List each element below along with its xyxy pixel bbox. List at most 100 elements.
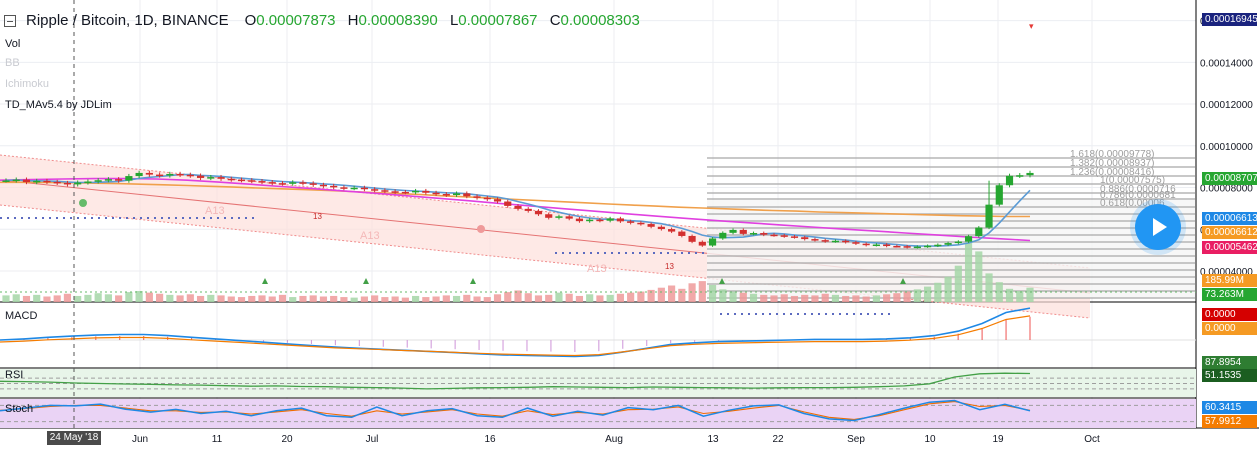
open-label: O: [244, 12, 257, 29]
volume-bar-9: [94, 293, 102, 302]
volume-bar-11: [115, 295, 123, 302]
collapse-icon[interactable]: [4, 14, 16, 27]
volume-bar-1: [12, 294, 20, 302]
candle-body-61: [627, 221, 635, 223]
price-axis-label-6: 0.00004000: [1200, 267, 1253, 278]
candle-body-93: [954, 241, 962, 244]
moving-average-0: [0, 181, 1030, 218]
fib-label-2: 1.236(0.00008416): [1070, 167, 1155, 178]
volume-bar-29: [299, 295, 307, 302]
volume-bar-40: [412, 295, 420, 302]
fib-label-6: 0.618(0.00006: [1100, 198, 1165, 209]
volume-bar-38: [391, 296, 399, 302]
volume-bar-17: [176, 295, 184, 302]
stoch-k-line: [0, 399, 1031, 422]
candle-body-37: [381, 190, 389, 192]
volume-bar-14: [145, 292, 153, 302]
indicator-bb[interactable]: BB: [5, 57, 20, 69]
candle-body-63: [647, 224, 655, 227]
volume-bar-15: [156, 293, 164, 302]
stoch-label[interactable]: Stoch: [5, 403, 34, 415]
candle-body-85: [872, 244, 880, 247]
buy-triangle-0: [262, 278, 268, 284]
volume-bar-81: [831, 294, 840, 302]
time-axis-label-0: Jun: [132, 434, 148, 445]
candle-body-21: [217, 177, 225, 179]
candle-body-70: [719, 232, 727, 239]
candle-body-91: [934, 244, 942, 247]
volume-bar-42: [432, 296, 440, 302]
volume-bar-48: [493, 294, 502, 302]
play-button[interactable]: [1135, 204, 1181, 250]
candle-body-97: [995, 185, 1003, 205]
volume-bar-73: [749, 293, 758, 302]
macd-line: [0, 307, 1031, 358]
indicator-td-ma[interactable]: TD_MAv5.4 by JDLim: [5, 99, 112, 111]
volume-bar-60: [616, 293, 624, 302]
candle-body-62: [637, 222, 645, 225]
candle-body-46: [473, 196, 481, 198]
volume-bar-98: [1005, 288, 1014, 302]
volume-bar-86: [883, 294, 891, 302]
candle-body-96: [985, 204, 993, 228]
volume-bar-58: [596, 295, 604, 302]
candle-body-52: [534, 210, 543, 215]
candle-body-95: [975, 227, 983, 237]
candle-body-72: [739, 229, 747, 234]
candle-body-88: [903, 246, 911, 248]
volume-bar-3: [33, 294, 41, 302]
candle-body-3: [33, 180, 41, 183]
candle-body-49: [504, 201, 512, 206]
volume-bar-39: [401, 297, 409, 302]
macd-label[interactable]: MACD: [5, 310, 38, 322]
volume-bar-12: [125, 292, 133, 302]
indicator-vol[interactable]: Vol: [5, 38, 21, 50]
volume-tag-orange: 185.99M: [1202, 274, 1257, 287]
volume-bar-0: [2, 295, 10, 302]
volume-bar-100: [1026, 287, 1034, 302]
volume-bar-36: [371, 295, 379, 302]
candle-body-84: [862, 243, 870, 246]
symbol-title[interactable]: Ripple / Bitcoin, 1D, BINANCE: [26, 12, 229, 29]
volume-bar-70: [719, 289, 727, 302]
candle-body-8: [84, 181, 92, 183]
volume-bar-67: [688, 283, 696, 302]
candle-body-56: [575, 218, 584, 222]
volume-bar-97: [995, 282, 1003, 302]
volume-bar-18: [186, 294, 194, 302]
candle-body-35: [360, 187, 368, 190]
candle-body-74: [760, 233, 768, 235]
candle-body-92: [944, 243, 952, 245]
rsi-label[interactable]: RSI: [5, 369, 24, 381]
time-axis-label-7: 22: [772, 434, 784, 445]
candle-body-100: [1026, 172, 1034, 176]
volume-bar-8: [84, 294, 92, 302]
stoch-tag-blue: 60.3415: [1202, 401, 1257, 414]
volume-bar-10: [104, 294, 112, 302]
volume-bar-5: [53, 295, 61, 302]
indicator-ichimoku[interactable]: Ichimoku: [5, 78, 50, 90]
volume-bar-84: [862, 296, 870, 302]
buy-triangles: [262, 278, 906, 284]
volume-bar-69: [708, 284, 717, 302]
low-value: 0.00007867: [458, 12, 538, 29]
volume-bar-28: [289, 297, 297, 302]
candle-body-43: [442, 194, 450, 196]
candle-body-7: [74, 182, 82, 185]
volume-bar-76: [780, 294, 788, 302]
candle-body-45: [463, 193, 471, 197]
price-tag-magenta: 0.00005462: [1202, 241, 1258, 254]
candle-body-90: [924, 245, 932, 248]
volume-bar-20: [207, 294, 215, 302]
price-axis-label-1: 0.00014000: [1200, 58, 1253, 69]
volume-bar-43: [442, 295, 450, 302]
price-tag-last: 0.00008707: [1202, 172, 1258, 185]
volume-bar-79: [811, 295, 819, 302]
candle-body-71: [729, 229, 737, 233]
volume-bar-54: [555, 292, 563, 302]
candle-body-34: [350, 187, 358, 190]
open-value: 0.00007873: [256, 12, 336, 29]
stoch-pane: [0, 399, 1196, 423]
